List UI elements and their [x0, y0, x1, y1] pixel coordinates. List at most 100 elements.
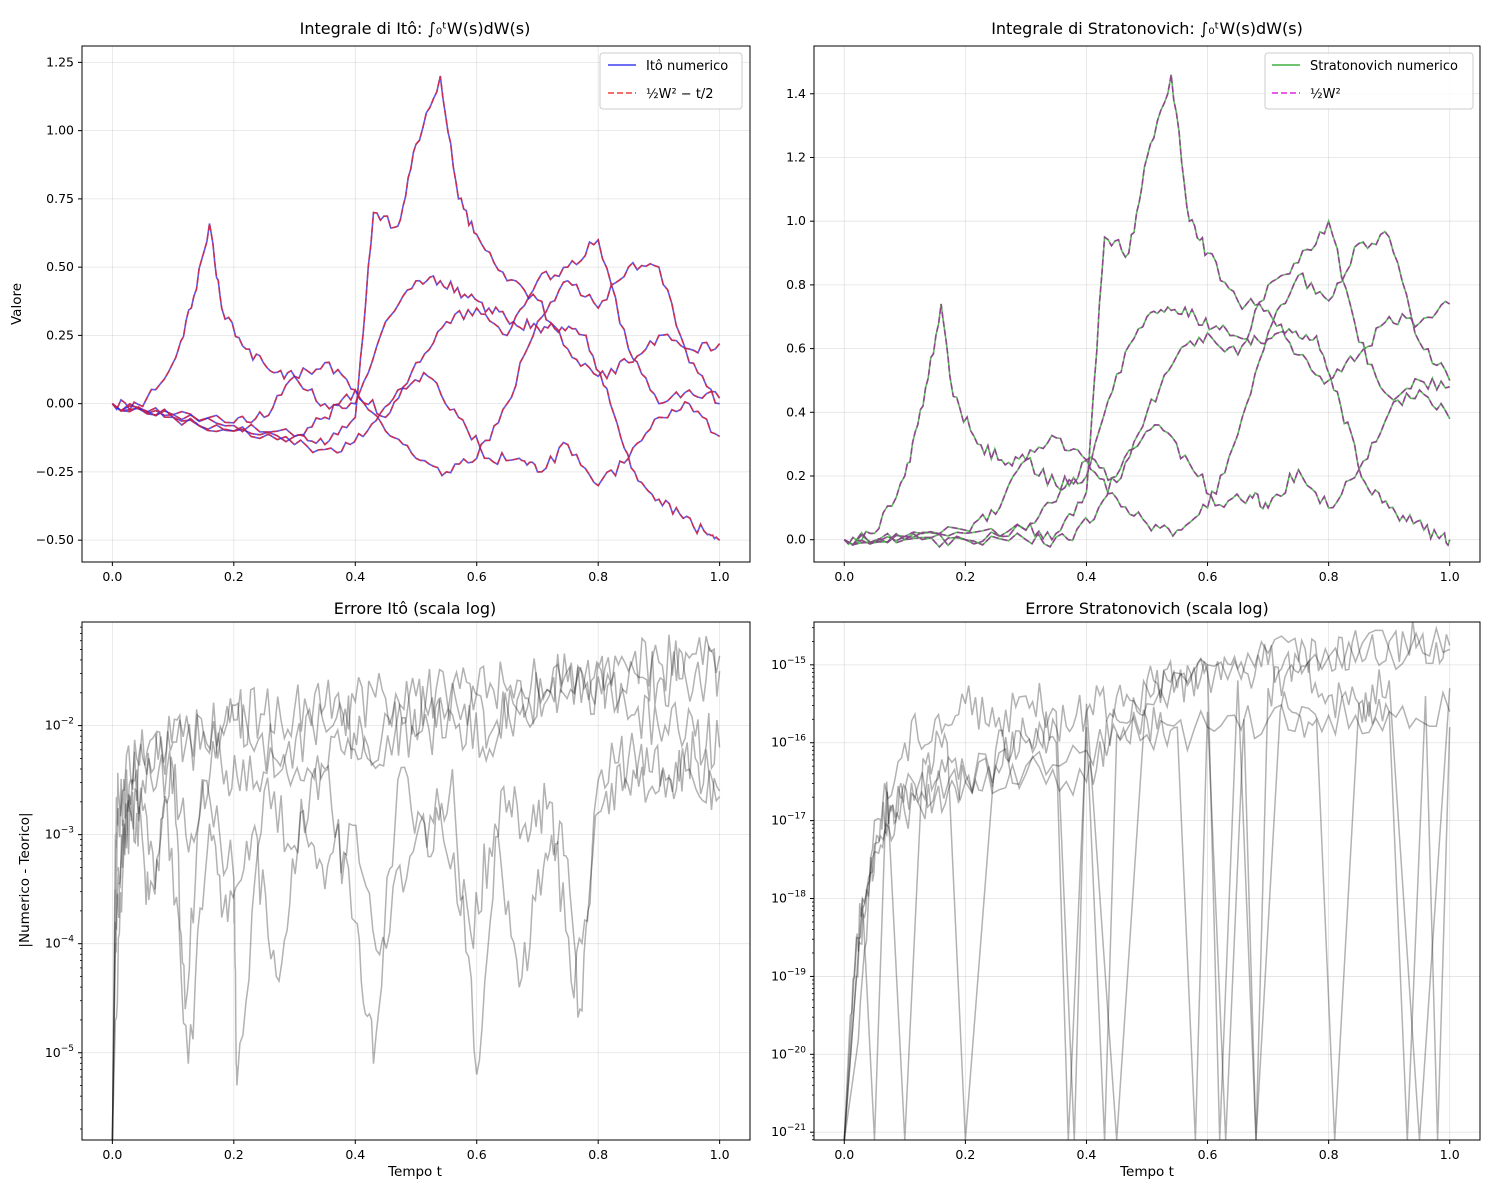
- stratonovich-plot-frame: [813, 45, 1481, 563]
- stratonovich-x-axis: 0.0 0.2 0.4 0.6 0.8 1.0: [834, 562, 1460, 584]
- stratonovich-error-panel-title: Errore Stratonovich (scala log): [1025, 599, 1268, 618]
- ito-integral-panel: 0.0 0.2 0.4 0.6 0.8 1.0 −0.50 −0.25 0.00 0.25 0.50…: [9, 19, 751, 584]
- ito-x-tick-label: 0.8: [588, 569, 608, 584]
- ito-error-series-line: [111, 731, 721, 1140]
- ito-series-group: [111, 75, 721, 541]
- stratonovich-legend: Stratonovich numerico ½W²: [1264, 52, 1474, 110]
- ito-error-x-tick-label: 0.8: [588, 1147, 608, 1162]
- ito-x-tick-label: 0.2: [224, 569, 244, 584]
- stratonovich-series-line: [843, 74, 1451, 546]
- stratonovich-x-tick-label: 0.4: [1077, 569, 1097, 584]
- ito-error-x-tick-label: 1.0: [710, 1147, 730, 1162]
- ito-legend-theoretical-label: ½W² − t/2: [646, 87, 714, 102]
- stratonovich-error-x-axis-label: Tempo t: [1119, 1164, 1174, 1180]
- stratonovich-panel-title: Integrale di Stratonovich: ∫₀ᵗW(s)dW(s): [991, 19, 1303, 38]
- ito-error-y-tick-label: 10−4: [45, 935, 74, 951]
- ito-legend: Itô numerico ½W² − t/2: [599, 52, 743, 110]
- stratonovich-error-y-tick-label: 10−15: [771, 656, 806, 672]
- stratonovich-legend-box: [1264, 52, 1474, 110]
- ito-y-tick-label: 1.00: [46, 123, 74, 138]
- ito-error-series-group: [111, 634, 721, 1140]
- stratonovich-error-y-tick-label: 10−21: [771, 1123, 806, 1139]
- stratonovich-error-plot-frame: [813, 621, 1481, 1141]
- ito-error-x-tick-label: 0.4: [345, 1147, 365, 1162]
- stratonovich-integral-panel: 0.0 0.2 0.4 0.6 0.8 1.0 0.0 0.2 0.4 0.6 0.8 1.0 1.2 1…: [786, 19, 1481, 584]
- ito-error-x-axis-label: Tempo t: [387, 1164, 442, 1180]
- ito-error-y-tick-label: 10−3: [45, 826, 74, 842]
- stratonovich-y-tick-label: 0.4: [786, 404, 806, 419]
- ito-y-tick-label: 1.25: [46, 54, 74, 69]
- stratonovich-error-series-line: [843, 625, 1451, 1140]
- stratonovich-y-tick-label: 0.2: [786, 468, 806, 483]
- ito-y-tick-label: 0.00: [46, 396, 74, 411]
- stratonovich-error-x-tick-label: 0.4: [1077, 1147, 1097, 1162]
- stratonovich-error-series-line: [843, 691, 1451, 1140]
- ito-series-line: [111, 371, 721, 487]
- ito-series-line: [111, 223, 721, 541]
- ito-legend-box: [599, 52, 743, 110]
- stratonovich-error-series-line: [843, 689, 1451, 1140]
- stratonovich-series-group: [843, 74, 1451, 549]
- stratonovich-x-tick-label: 1.0: [1440, 569, 1460, 584]
- ito-error-x-tick-label: 0.6: [467, 1147, 487, 1162]
- stratonovich-y-tick-label: 0.0: [786, 532, 806, 547]
- ito-error-x-axis: 0.0 0.2 0.4 0.6 0.8 1.0: [102, 1140, 730, 1162]
- ito-plot-frame: [81, 45, 751, 563]
- stratonovich-error-series-line: [843, 656, 1451, 1140]
- stratonovich-error-y-tick-label: 10−17: [771, 812, 806, 828]
- ito-y-axis: −0.50 −0.25 0.00 0.25 0.50 0.75 1.00 1.25: [36, 54, 82, 547]
- stratonovich-error-x-tick-label: 0.0: [834, 1147, 854, 1162]
- ito-error-y-tick-label: 10−5: [45, 1044, 74, 1060]
- ito-error-x-tick-label: 0.2: [224, 1147, 244, 1162]
- stratonovich-y-axis: 0.0 0.2 0.4 0.6 0.8 1.0 1.2 1.4: [786, 86, 814, 547]
- ito-y-tick-label: −0.25: [36, 464, 74, 479]
- stratonovich-legend-numeric-label: Stratonovich numerico: [1310, 59, 1458, 74]
- stratonovich-error-y-tick-label: 10−20: [771, 1045, 806, 1061]
- ito-x-tick-label: 1.0: [710, 569, 730, 584]
- stratonovich-error-panel: 0.0 0.2 0.4 0.6 0.8 1.0 10−21 10−20 10−19 10−18 10…: [771, 599, 1481, 1180]
- stratonovich-error-y-tick-label: 10−18: [771, 890, 806, 906]
- ito-error-series-line: [111, 732, 721, 1140]
- stratonovich-series-line: [843, 218, 1450, 547]
- ito-panel-title: Integrale di Itô: ∫₀ᵗW(s)dW(s): [300, 19, 531, 38]
- ito-series-line: [111, 261, 720, 477]
- stratonovich-legend-theoretical-label: ½W²: [1310, 87, 1341, 102]
- ito-x-tick-label: 0.4: [345, 569, 365, 584]
- stratonovich-y-tick-label: 1.0: [786, 213, 806, 228]
- stratonovich-x-tick-label: 0.6: [1198, 569, 1218, 584]
- ito-y-tick-label: −0.50: [36, 532, 74, 547]
- ito-error-series-line: [111, 634, 721, 1140]
- ito-x-tick-label: 0.0: [102, 569, 122, 584]
- stratonovich-y-tick-label: 0.6: [786, 341, 806, 356]
- stratonovich-series-line: [843, 303, 1451, 547]
- ito-error-y-tick-label: 10−2: [45, 717, 74, 733]
- stratonovich-y-tick-label: 0.8: [786, 277, 806, 292]
- stratonovich-error-x-tick-label: 1.0: [1440, 1147, 1460, 1162]
- stratonovich-y-tick-label: 1.2: [786, 149, 806, 164]
- ito-y-tick-label: 0.75: [46, 191, 74, 206]
- stratonovich-error-grid: [814, 622, 1480, 1140]
- stratonovich-error-x-tick-label: 0.2: [955, 1147, 975, 1162]
- stratonovich-error-x-tick-label: 0.6: [1198, 1147, 1218, 1162]
- stratonovich-y-tick-label: 1.4: [786, 86, 806, 101]
- stratonovich-error-series-group: [843, 622, 1451, 1140]
- ito-error-x-tick-label: 0.0: [102, 1147, 122, 1162]
- ito-error-y-axis-label: |Numerico - Teorico|: [17, 812, 33, 947]
- stratonovich-error-y-axis: 10−21 10−20 10−19 10−18 10−17 10−16 10−15: [771, 627, 814, 1141]
- stratonovich-error-x-tick-label: 0.8: [1319, 1147, 1339, 1162]
- ito-series-line: [111, 238, 721, 443]
- ito-error-panel: 0.0 0.2 0.4 0.6 0.8 1.0 10−5 10−4 10−3 10−2 Error…: [17, 599, 751, 1180]
- stratonovich-x-tick-label: 0.8: [1319, 569, 1339, 584]
- ito-error-panel-title: Errore Itô (scala log): [334, 599, 497, 618]
- ito-error-grid: [82, 622, 750, 1140]
- ito-error-series-line: [111, 644, 721, 1140]
- stratonovich-error-series-line: [843, 622, 1451, 1140]
- ito-error-y-axis: 10−5 10−4 10−3 10−2: [45, 626, 82, 1130]
- ito-error-plot-frame: [81, 621, 751, 1141]
- ito-error-series-line: [111, 663, 721, 1140]
- stratonovich-series-line: [843, 388, 1451, 549]
- stratonovich-error-y-tick-label: 10−19: [771, 967, 806, 983]
- stratonovich-series-line: [843, 230, 1451, 546]
